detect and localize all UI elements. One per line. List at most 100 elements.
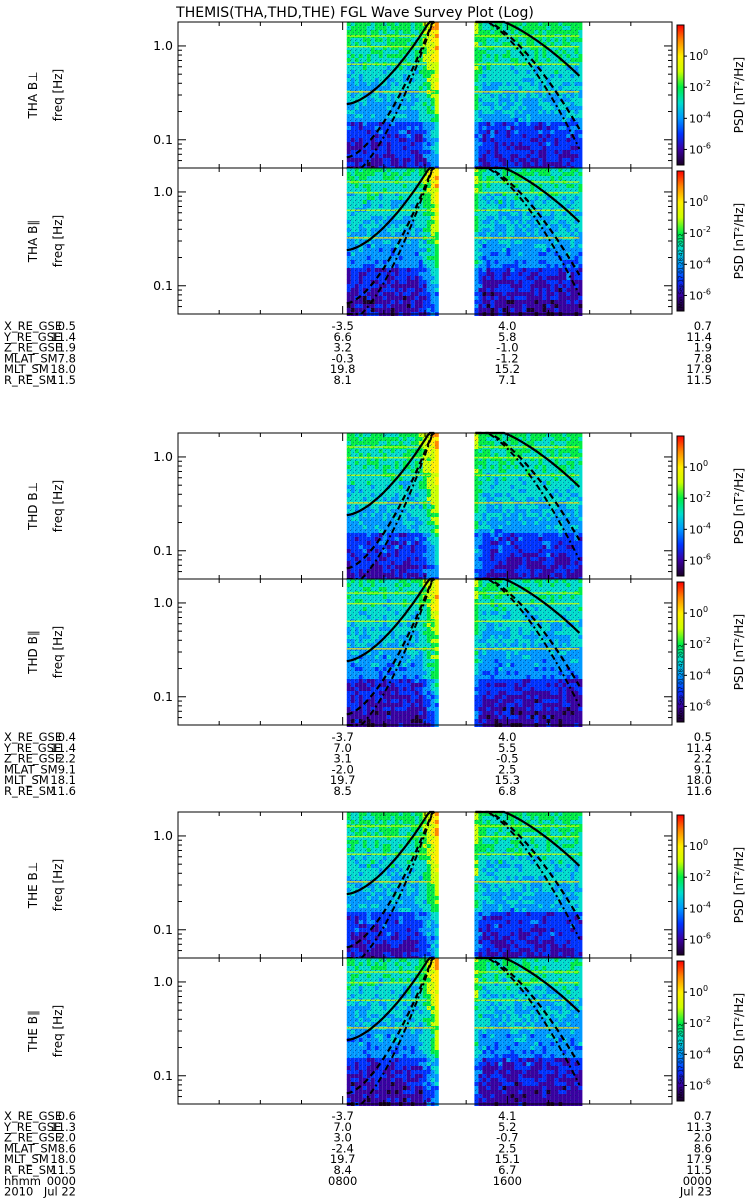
freq-tick-label: 0.1 <box>153 689 173 704</box>
ephemeris-value: 11.6 <box>50 784 76 798</box>
overlay-curve-2 <box>475 810 581 920</box>
ephemeris-value: 2.0 <box>694 1131 712 1145</box>
year-label: 2010 <box>4 1185 33 1199</box>
colorbar-label: PSD [nT²/Hz] <box>732 468 746 544</box>
ephemeris-value: 11.5 <box>50 1163 76 1177</box>
freq-axis-label: freq [Hz] <box>51 626 65 678</box>
ephemeris-value: 6.6 <box>334 330 352 344</box>
ephemeris-value: 8.4 <box>334 1163 352 1177</box>
ephemeris-value: -2.0 <box>331 762 353 776</box>
ephemeris-value: 6.8 <box>498 784 516 798</box>
ephemeris-label: R_RE_SM <box>4 1163 56 1177</box>
ephemeris-value: 2.5 <box>498 762 516 776</box>
ephemeris-value: 4.1 <box>498 1109 516 1123</box>
colorbar-tick-label: 10-4 <box>689 521 711 536</box>
ephemeris-label: Y_RE_GSE <box>3 330 61 344</box>
ephemeris-value: 2.2 <box>694 752 712 766</box>
ephemeris-value: 19.8 <box>330 362 356 376</box>
ephemeris-label: MLAT_SM <box>4 1141 58 1155</box>
overlay-curve-2 <box>346 432 435 570</box>
time-tick-label: 1600 <box>493 1174 522 1188</box>
ephemeris-value: 11.4 <box>50 741 76 755</box>
colorbar-tick-label: 10-6 <box>689 552 711 567</box>
freq-tick-label: 0.1 <box>153 278 173 293</box>
overlay-curve-2 <box>346 957 435 1095</box>
overlay-curve-2 <box>475 20 581 130</box>
overlay-curve-1 <box>346 166 435 252</box>
overlay-curve-1 <box>346 431 435 517</box>
overlay-curve-2 <box>346 167 435 305</box>
overlay-curve-3 <box>475 811 581 940</box>
ephemeris-value: -3.7 <box>331 730 353 744</box>
ephemeris-value: 3.1 <box>334 752 352 766</box>
ephemeris-value: 17.9 <box>686 362 712 376</box>
colorbar <box>676 435 685 577</box>
ephemeris-value: -0.5 <box>496 752 518 766</box>
colorbar-label: PSD [nT²/Hz] <box>732 847 746 923</box>
spectrogram-panel: 0.1 1.0 THE B∥ freq [Hz] 100 10-2 10-4 10-6 PSD … <box>26 956 746 1106</box>
colorbar-tick-label: 10-6 <box>689 931 711 946</box>
ephemeris-value: 7.8 <box>58 351 76 365</box>
colorbar-label: PSD [nT²/Hz] <box>732 993 746 1069</box>
ephemeris-value: 8.6 <box>694 1141 712 1155</box>
freq-tick-label: 1.0 <box>153 184 173 199</box>
spectrogram-panel: 0.1 1.0 THD B∥ freq [Hz] 100 10-2 10-4 10-6 PSD … <box>26 577 746 727</box>
spectrogram-panel: 0.1 1.0 THA B⊥ freq [Hz] 100 10-2 10-4 10-6 PSD … <box>26 20 746 170</box>
colorbar <box>676 24 685 166</box>
freq-axis-label: freq [Hz] <box>51 859 65 911</box>
overlay-curve-2 <box>475 431 581 541</box>
figure-title: THEMIS(THA,THD,THE) FGL Wave Survey Plot… <box>175 5 534 21</box>
overlay-curve-1 <box>346 956 435 1042</box>
freq-tick-label: 1.0 <box>153 828 173 843</box>
time-axis-label: hhmm <box>4 1174 41 1188</box>
ephemeris-label: MLT_SM <box>4 773 49 787</box>
ephemeris-value: 11.3 <box>686 1120 712 1134</box>
ephemeris-value: 1.9 <box>694 341 712 355</box>
ephemeris-value: 2.0 <box>58 1131 76 1145</box>
overlay-curve-2 <box>346 578 435 716</box>
ephemeris-label: Z_RE_GSE <box>4 1131 62 1145</box>
ephemeris-value: -1.2 <box>496 351 518 365</box>
freq-axis-label: freq [Hz] <box>51 215 65 267</box>
colorbar-tick-label: 10-2 <box>689 1015 711 1030</box>
ephemeris-label: Y_RE_GSE <box>3 1120 61 1134</box>
panel-name: THA B⊥ <box>26 71 40 119</box>
ephemeris-value: 3.2 <box>334 341 352 355</box>
ephemeris-value: -2.4 <box>331 1141 353 1155</box>
colorbar <box>676 814 685 956</box>
ephemeris-value: 18.1 <box>50 773 76 787</box>
panel-name: THD B∥ <box>26 630 40 675</box>
ephemeris-value: 5.5 <box>498 741 516 755</box>
colorbar-tick-label: 10-6 <box>689 287 711 302</box>
ephemeris-value: 17.9 <box>686 1152 712 1166</box>
colorbar-label: PSD [nT²/Hz] <box>732 614 746 690</box>
ephemeris-value: 4.0 <box>498 319 516 333</box>
freq-tick-label: 1.0 <box>153 38 173 53</box>
colorbar-tick-label: 10-4 <box>689 1046 711 1061</box>
panel-name: THE B∥ <box>26 1010 40 1053</box>
spectrogram-panel: 0.1 1.0 THA B∥ freq [Hz] 100 10-2 10-4 10-6 PSD … <box>26 166 746 316</box>
ephemeris-value: 11.5 <box>50 373 76 387</box>
overlay-curve-3 <box>475 578 581 707</box>
ephemeris-value: -0.3 <box>331 351 353 365</box>
colorbar-tick-label: 10-4 <box>689 110 711 125</box>
ephemeris-value: 18.0 <box>50 362 76 376</box>
ephemeris-value: 11.4 <box>50 330 76 344</box>
ephemeris-value: 0.5 <box>694 730 712 744</box>
time-tick-label: 0000 <box>683 1174 712 1188</box>
colorbar-tick-label: 10-2 <box>689 79 711 94</box>
overlay-curve-3 <box>475 957 581 1086</box>
ephemeris-value: 5.2 <box>498 1120 516 1134</box>
ephemeris-label: Z_RE_GSE <box>4 752 62 766</box>
ephemeris-label: X_RE_GSE <box>4 730 62 744</box>
ephemeris-value: 11.5 <box>686 373 712 387</box>
time-tick-label: 0000 <box>47 1174 76 1188</box>
overlay-curve-2 <box>346 21 435 159</box>
colorbar-tick-label: 100 <box>689 459 708 474</box>
date-label: Jul 22 <box>43 1185 76 1199</box>
colorbar-tick-label: 10-2 <box>689 225 711 240</box>
ephemeris-label: R_RE_SM <box>4 784 56 798</box>
ephemeris-value: 7.0 <box>334 1120 352 1134</box>
